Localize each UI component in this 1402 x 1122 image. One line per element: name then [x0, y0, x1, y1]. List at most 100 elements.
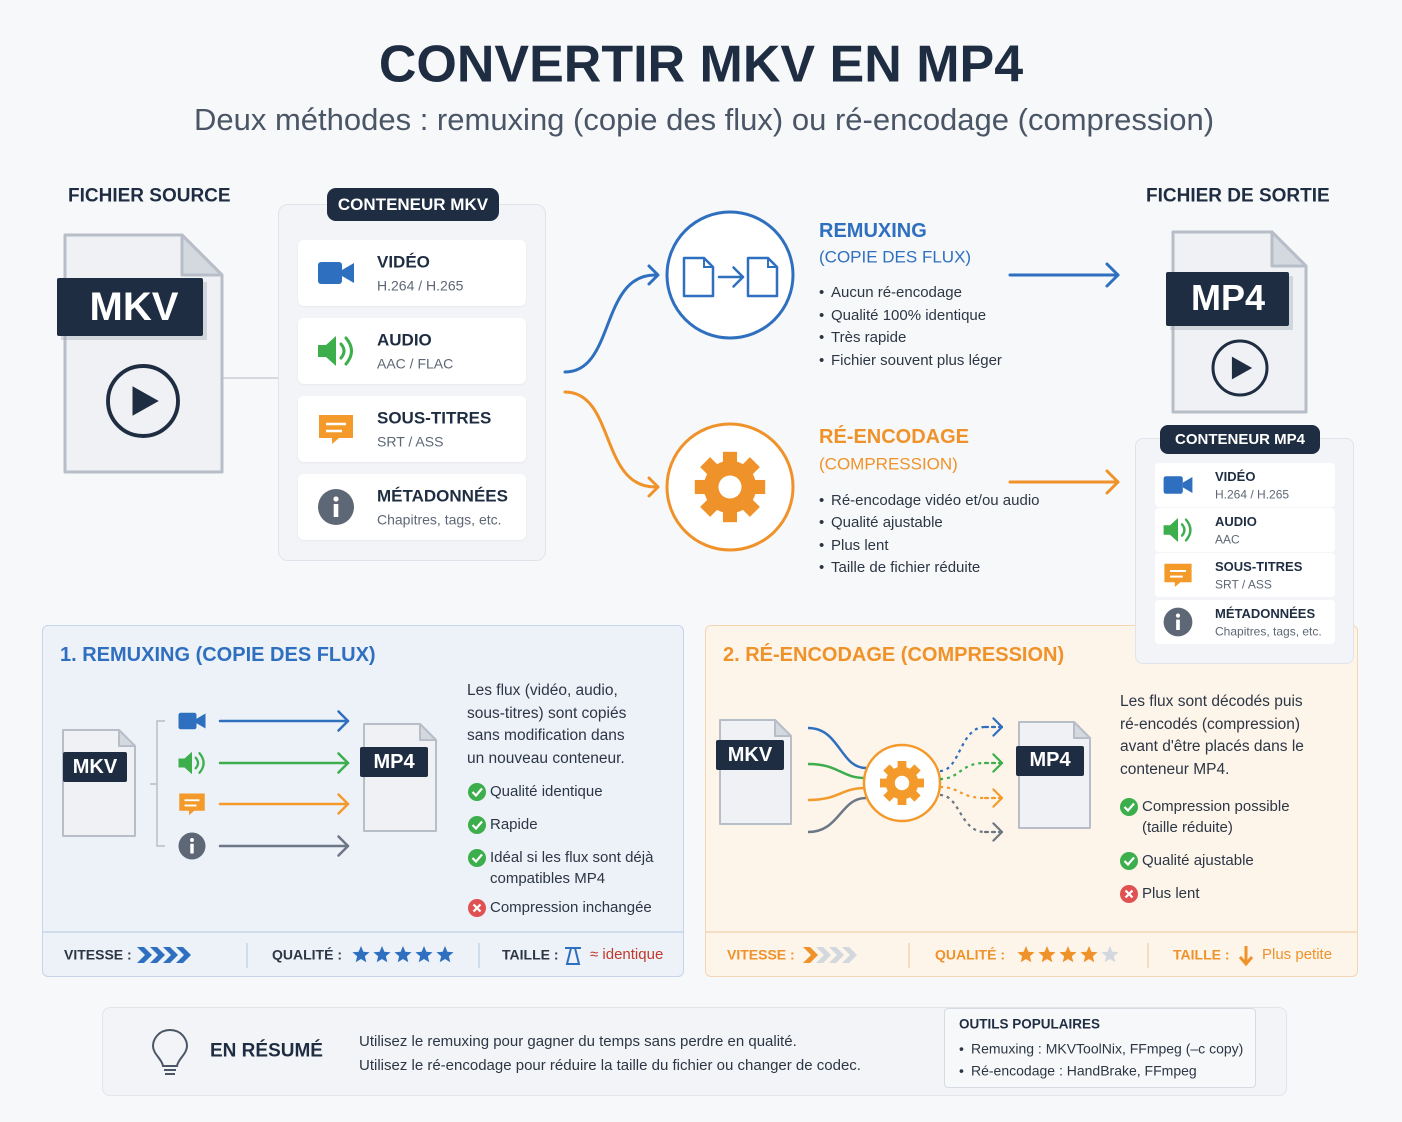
size-value: ≈ identique [590, 945, 664, 963]
panel-point: Plus lent [1142, 885, 1200, 902]
file-fold [1073, 721, 1091, 739]
subtitles-icon [179, 793, 205, 816]
remux-subtitle: (COPIE DES FLUX) [819, 247, 972, 267]
bracket [150, 720, 165, 847]
file-label: MP4 [373, 751, 415, 773]
stream-out [939, 725, 986, 773]
star [394, 946, 412, 963]
size-icon [565, 947, 581, 965]
star [436, 946, 454, 963]
mini-fold [703, 258, 713, 268]
file-icon [363, 723, 437, 832]
summary-line: Utilisez le ré-encodage pour réduire la … [359, 1056, 861, 1074]
panel-point: Qualité ajustable [1142, 852, 1254, 869]
panel-point: Qualité identique [490, 783, 603, 800]
sound-wave [198, 752, 205, 774]
check-icon [1120, 798, 1138, 816]
bubble [319, 415, 353, 444]
chevron [163, 947, 178, 963]
star [1059, 946, 1077, 963]
info-icon [178, 832, 206, 860]
stream-detail: SRT / ASS [377, 433, 444, 450]
gear-icon [880, 761, 924, 805]
file-fold [774, 719, 792, 737]
file-label-band [1166, 272, 1289, 326]
chevron [803, 947, 818, 963]
reencode-bullet: Plus lent [819, 537, 889, 555]
info-icon [318, 489, 354, 525]
remux-title: REMUXING [819, 220, 927, 242]
stream-out [939, 761, 986, 781]
quality-label: QUALITÉ : [272, 946, 342, 963]
panel-title: 2. RÉ-ENCODAGE (COMPRESSION) [723, 644, 1065, 666]
file-label-band [57, 278, 203, 336]
stream-name: SOUS-TITRES [377, 408, 492, 428]
star [1101, 946, 1119, 963]
audio-icon [178, 751, 205, 775]
size-label: TAILLE : [1173, 946, 1230, 963]
stream-name: MÉTADONNÉES [1215, 605, 1316, 621]
remux-bullet: Fichier souvent plus léger [819, 352, 1002, 370]
source-file-label: MKV [89, 285, 179, 329]
remux-bullet: Aucun ré-encodage [819, 284, 962, 302]
stream-name: MÉTADONNÉES [377, 486, 508, 506]
file-fold [1270, 230, 1308, 268]
subtitle: Deux méthodes : remuxing (copie des flux… [193, 101, 1215, 137]
gear-hole [718, 475, 742, 499]
panel-point: Rapide [490, 816, 538, 833]
mini-file [746, 256, 779, 298]
camera-body [318, 262, 342, 284]
mini-file [682, 256, 715, 298]
star [1080, 946, 1098, 963]
file-icon [62, 729, 136, 837]
arrow-head [1105, 262, 1120, 288]
star [1017, 946, 1035, 963]
file-fold [419, 723, 437, 741]
check-icon [468, 816, 486, 834]
stream-name: VIDÉO [377, 252, 430, 272]
file-label-band [360, 747, 428, 777]
check-mark [471, 820, 483, 831]
title: CONVERTIR MKV EN MP4 [378, 35, 1024, 94]
file-label-band [716, 740, 784, 770]
star [415, 946, 433, 963]
mini-fold [767, 258, 777, 268]
chevron [150, 947, 165, 963]
chevron [842, 947, 857, 963]
stream-name: SOUS-TITRES [1215, 558, 1303, 574]
reencode-bullet: Taille de fichier réduite [819, 559, 980, 577]
down-arrow-head [1238, 956, 1254, 967]
stream-in [807, 762, 867, 780]
check-mark [471, 853, 483, 864]
stream-detail: SRT / ASS [1215, 577, 1272, 592]
file-fold [180, 233, 224, 277]
bubble [1164, 563, 1192, 587]
audio-icon [318, 336, 353, 366]
stream-in [807, 726, 867, 770]
arrow-head [732, 266, 745, 288]
info-dot [190, 838, 194, 842]
quality-rating [352, 946, 454, 963]
panel-description: Les flux (vidéo, audio, sous-titres) son… [467, 682, 627, 767]
arrow-head [337, 793, 350, 815]
sound-wave [1180, 523, 1186, 537]
summary-line: Utilisez le remuxing pour gagner du temp… [359, 1032, 797, 1050]
reencode-subtitle: (COMPRESSION) [819, 454, 958, 474]
sound-wave [339, 342, 346, 360]
check-mark [471, 787, 483, 798]
arrow-head [992, 717, 1004, 737]
panel-point: Compression possible (taille réduite) [1142, 798, 1290, 836]
sound-wave [344, 336, 353, 366]
bulb-base [164, 1069, 176, 1075]
video-icon [1163, 476, 1193, 494]
arrow-head [647, 264, 660, 286]
arrow-head [992, 788, 1004, 808]
arrow-head [337, 752, 350, 774]
stream-in [807, 786, 867, 802]
quality-label: QUALITÉ : [935, 946, 1005, 963]
audio-icon [1163, 518, 1192, 542]
stream-name: AUDIO [377, 330, 432, 350]
video-icon [318, 262, 354, 284]
camera-lens [196, 713, 206, 729]
